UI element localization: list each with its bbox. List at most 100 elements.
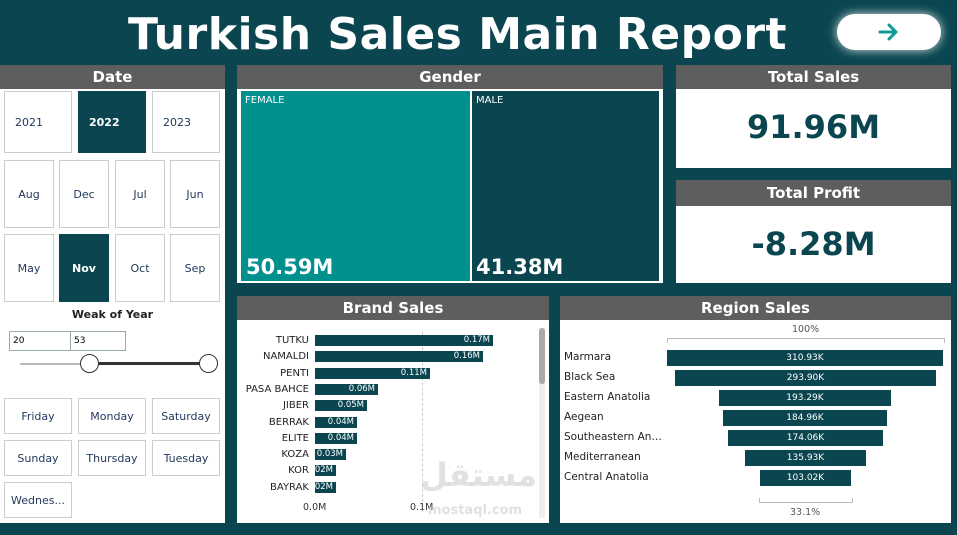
year-option[interactable]: 2022 [78, 91, 146, 153]
week-max-input[interactable] [70, 331, 126, 351]
brand-bar[interactable]: 0.05M [315, 400, 367, 412]
year-option[interactable]: 2023 [152, 91, 220, 153]
brand-bar[interactable]: 0.04M [315, 416, 357, 428]
weekday-option[interactable]: Thursday [78, 440, 146, 476]
brand-bar[interactable]: 0.17M [315, 335, 493, 346]
brand-label: PENTI [280, 367, 309, 379]
region-bar[interactable]: 174.06K [728, 430, 883, 446]
brand-data-label: 0.11M [400, 367, 427, 378]
region-data-label: 135.93K [784, 450, 827, 466]
month-option[interactable]: Nov [59, 234, 109, 302]
weekday-option[interactable]: Tuesday [152, 440, 220, 476]
week-slider-range [90, 362, 208, 365]
total-sales-card: Total Sales 91.96M [676, 65, 951, 168]
region-bottom-percent: 33.1% [790, 507, 821, 518]
region-sales-title: Region Sales [560, 296, 951, 320]
brand-row[interactable]: JIBER 0.05M [237, 399, 537, 412]
brand-label: TUTKU [275, 335, 309, 346]
watermark-arabic: مستقل [420, 456, 538, 494]
month-option[interactable]: Sep [170, 234, 220, 302]
male-tile[interactable]: MALE 41.38M [472, 91, 659, 281]
brand-data-label: 0.02M [306, 481, 333, 492]
brand-data-label: 0.02M [306, 465, 333, 476]
weekday-option[interactable]: Monday [78, 398, 146, 434]
total-profit-card: Total Profit -8.28M [676, 180, 951, 283]
brand-row[interactable]: BERRAK 0.04M [237, 416, 537, 429]
brand-bar[interactable]: 0.06M [315, 383, 378, 395]
region-bar[interactable]: 193.29K [719, 390, 891, 406]
brand-scrollbar[interactable] [539, 328, 545, 518]
region-label: Southeastern Anat... [564, 431, 664, 443]
region-label: Mediterranean [564, 451, 641, 463]
brand-row[interactable]: BAYRAK 0.02M [237, 481, 537, 494]
region-data-label: 293.90K [784, 370, 827, 386]
gender-panel: Gender FEMALE 50.59M MALE 41.38M [237, 65, 663, 283]
region-data-label: 310.93K [784, 350, 826, 366]
male-value: 41.38M [476, 255, 564, 279]
brand-data-label: 0.04M [327, 416, 354, 427]
brand-data-label: 0.06M [348, 383, 375, 394]
brand-bar[interactable]: 0.11M [315, 367, 430, 379]
brand-row[interactable]: KOR 0.02M [237, 464, 537, 477]
brand-label: BERRAK [268, 416, 309, 428]
brand-data-label: 0.17M [463, 335, 490, 345]
weekday-option[interactable]: Friday [4, 398, 72, 434]
weekday-option[interactable]: Sunday [4, 440, 72, 476]
region-bar[interactable]: 184.96K [723, 410, 887, 426]
brand-gridline [422, 332, 423, 512]
weekday-option[interactable]: Wednes... [4, 482, 72, 518]
brand-data-label: 0.05M [337, 400, 364, 411]
region-top-bracket [667, 338, 945, 343]
brand-row[interactable]: ELITE 0.04M [237, 432, 537, 445]
month-option[interactable]: Jul [115, 160, 165, 228]
month-option[interactable]: Aug [4, 160, 54, 228]
brand-label: NAMALDI [262, 351, 309, 363]
brand-row[interactable]: KOZA 0.03M [237, 448, 537, 461]
female-value: 50.59M [246, 255, 334, 279]
region-bar[interactable]: 103.02K [760, 470, 851, 486]
brand-bar[interactable]: 0.02M [307, 481, 336, 493]
navigate-button[interactable] [837, 14, 941, 50]
month-option[interactable]: May [4, 234, 54, 302]
region-bottom-bracket [759, 498, 853, 503]
brand-bar[interactable]: 0.03M [315, 449, 346, 461]
brand-data-label: 0.04M [327, 432, 354, 443]
female-tile[interactable]: FEMALE 50.59M [241, 91, 470, 281]
brand-scrollbar-thumb[interactable] [539, 328, 545, 384]
week-slider-handle-min[interactable] [80, 354, 99, 373]
brand-label: PASA BAHCE [245, 383, 309, 395]
brand-sales-panel: Brand Sales TUTKU 0.17M NAMALDI 0.16M PENTI 0… [237, 296, 549, 523]
brand-sales-title: Brand Sales [237, 296, 549, 320]
region-top-percent: 100% [792, 324, 820, 335]
brand-row[interactable]: NAMALDI 0.16M [237, 350, 537, 363]
brand-axis-tick: 0.1M [410, 502, 434, 513]
year-option[interactable]: 2021 [4, 91, 72, 153]
weekday-option[interactable]: Saturday [152, 398, 220, 434]
month-option[interactable]: Jun [170, 160, 220, 228]
brand-bar[interactable]: 0.04M [315, 432, 357, 444]
arrow-right-icon [878, 23, 898, 41]
region-data-label: 174.06K [784, 430, 827, 446]
brand-label: KOR [288, 465, 309, 477]
month-option[interactable]: Dec [59, 160, 109, 228]
total-profit-title: Total Profit [676, 180, 951, 206]
region-label: Aegean [564, 411, 604, 423]
region-bar[interactable]: 135.93K [745, 450, 866, 466]
brand-row[interactable]: TUTKU 0.17M [237, 334, 537, 347]
total-sales-title: Total Sales [676, 65, 951, 89]
brand-bar-chart: TUTKU 0.17M NAMALDI 0.16M PENTI 0.11M PASA BAH… [237, 334, 537, 494]
region-data-label: 103.02K [784, 470, 827, 486]
date-panel-title: Date [0, 65, 225, 89]
brand-bar[interactable]: 0.02M [307, 465, 336, 477]
week-slider-handle-max[interactable] [199, 354, 218, 373]
brand-row[interactable]: PENTI 0.11M [237, 367, 537, 380]
region-bar[interactable]: 293.90K [675, 370, 936, 386]
week-of-year-title: Weak of Year [71, 308, 154, 321]
brand-bar[interactable]: 0.16M [315, 351, 483, 363]
week-min-input[interactable] [9, 331, 72, 351]
total-sales-value: 91.96M [746, 108, 881, 146]
region-bar[interactable]: 310.93K [667, 350, 943, 366]
brand-data-label: 0.16M [453, 351, 480, 362]
brand-row[interactable]: PASA BAHCE 0.06M [237, 383, 537, 396]
month-option[interactable]: Oct [115, 234, 165, 302]
